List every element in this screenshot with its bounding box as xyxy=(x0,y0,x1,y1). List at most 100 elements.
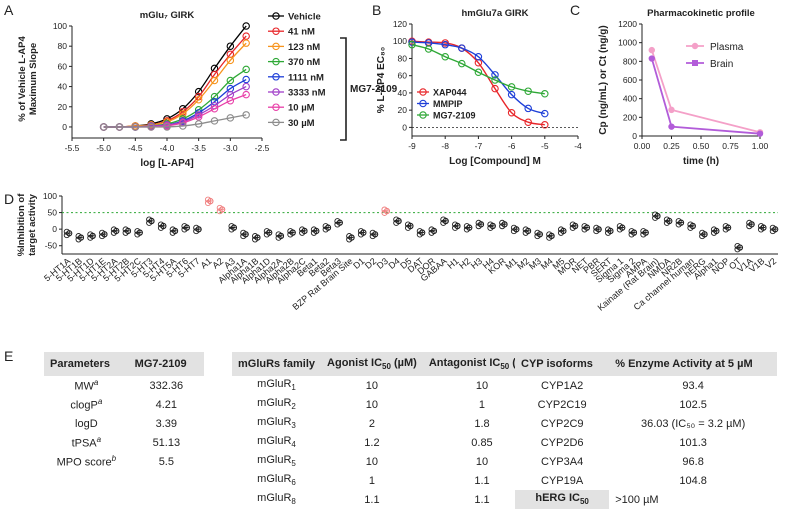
params-row: MWa 332.36 xyxy=(44,376,204,395)
panel-a-series-30-m-point xyxy=(163,123,171,131)
panel-a-series-1111-nm-point xyxy=(210,97,219,106)
panel-c-x-tick-label: 1.00 xyxy=(752,141,769,151)
panel-a-legend-marker xyxy=(272,103,280,111)
panel-a-y-tick-label: 60 xyxy=(58,61,68,71)
panel-a-x-label: log [L-AP4] xyxy=(140,158,193,169)
panel-d-point-h1 xyxy=(452,221,461,231)
cyp-row: CYP3A4 96.8 xyxy=(515,452,777,471)
panel-d-point-h3 xyxy=(475,219,485,230)
panel-a-series-30-m-point xyxy=(131,123,140,131)
panel-c-series-plasma-point xyxy=(668,106,675,114)
panel-b-series-mg7-2109-point xyxy=(541,90,549,98)
cyp-row-value: 104.8 xyxy=(679,474,707,487)
panel-a-series-370-nm xyxy=(99,65,250,131)
params-row-label: MPO scoreb xyxy=(44,452,129,471)
cyp-row: CYP2C19 102.5 xyxy=(515,395,777,414)
params-header-parameters: Parameters xyxy=(44,352,129,376)
mglu-row-name-sub: 2 xyxy=(291,402,296,412)
cyp-row-name: CYP1A2 xyxy=(541,379,584,392)
panel-a-series-123-nm-point xyxy=(179,110,187,118)
params-row-label: clogPa xyxy=(44,395,129,414)
panel-b-series-mmpip xyxy=(408,38,549,118)
cyp-row-name: CYP19A xyxy=(541,474,584,487)
panel-d-point-alpha1d xyxy=(263,228,273,238)
panel-a-series-30-m-point xyxy=(99,123,108,131)
panel-b-series-xap044-point xyxy=(524,118,532,126)
mglu-header-row: mGluRs family Agonist IC50 (µM) Antagoni… xyxy=(232,352,542,376)
panel-a-series-123-nm-point xyxy=(226,56,235,65)
panel-c-series-plasma-line xyxy=(650,49,761,134)
panel-d-point-dat xyxy=(416,228,426,238)
panel-d-point-alpha1a xyxy=(240,229,249,240)
panel-a-series-30-m-point xyxy=(115,123,124,131)
panel-d-point-a3 xyxy=(228,223,237,233)
panel-c-series-brain-point xyxy=(756,130,764,137)
cyp-row: CYP2C9 36.03 (IC₅₀ = 3.2 µM) xyxy=(515,414,777,433)
panel-d-point-nmda xyxy=(663,216,673,226)
mglu-row-name-text: mGluR xyxy=(257,378,292,391)
panel-d-point-v1b xyxy=(757,223,767,233)
mglu-row-antagonist: 1.1 xyxy=(474,474,490,487)
mglu-row-name-sub: 1 xyxy=(291,383,296,393)
params-row: logD 3.39 xyxy=(44,414,204,433)
panel-d-point-5-ht1b xyxy=(75,233,85,243)
params-row-label-text: clogP xyxy=(70,399,98,412)
panel-d-point-ot xyxy=(734,242,743,253)
herg-value: >100 µM xyxy=(615,493,659,506)
params-body: MWa 332.36 clogPa 4.21 logD 3.39 tPSAa 51.13 MPO… xyxy=(44,376,204,471)
panel-b-y-tick-label: 40 xyxy=(398,88,408,98)
mglu-header-antagonist-sub: 50 xyxy=(500,362,510,372)
panel-b-x-tick-label: -5 xyxy=(541,141,549,151)
cyp-row-value: 93.4 xyxy=(682,379,704,392)
panel-b-series-mmpip-point xyxy=(474,52,483,61)
panel-d-point-5-ht5a xyxy=(169,226,179,236)
panel-a-series-370-nm-point xyxy=(226,76,235,85)
panel-c-y-tick-label: 600 xyxy=(623,75,637,85)
panel-a-legend-label: 1111 nM xyxy=(288,72,324,83)
mglu-body: mGluR1 10 10 mGluR2 10 1 mGluR3 2 1.8 mGluR4 1.2 0.… xyxy=(232,376,541,509)
panel-d-point-5-ht3 xyxy=(146,216,155,226)
panel-a-bracket-label: MG7-2109 xyxy=(350,84,398,95)
cyp-table: CYP isoforms % Enzyme Activity at 5 µM C… xyxy=(515,352,777,509)
params-row-value: 5.5 xyxy=(158,455,174,468)
panel-c-y-tick-label: 400 xyxy=(623,94,637,104)
panel-c-x-tick-label: 0.25 xyxy=(663,141,680,151)
panel-b-series-mg7-2109 xyxy=(408,40,549,98)
params-row-label-text: logD xyxy=(75,417,98,430)
panel-d-point-sert xyxy=(605,226,614,236)
cyp-row-name: CYP2D6 xyxy=(540,436,584,449)
panel-a-x-tick-label: -3.0 xyxy=(223,143,238,153)
panel-d-point-bzp-rat-brain-site xyxy=(346,233,355,243)
herg-row: hERG IC50 >100 µM xyxy=(515,490,777,509)
panel-b-y-tick-label: 0 xyxy=(402,122,407,132)
panel-d-point-nop xyxy=(722,223,732,233)
panel-b-series-mg7-2109-point xyxy=(441,52,449,61)
panel-a-x-tick-label: -4.5 xyxy=(128,143,143,153)
panel-d-point-h4 xyxy=(487,221,496,231)
panel-a-series-vehicle-line xyxy=(103,25,247,128)
panel-c-y-tick-label: 0 xyxy=(632,131,637,141)
panel-letter-d: D xyxy=(4,191,15,207)
panel-c-series-plasma xyxy=(648,46,764,136)
panel-d-point-m4 xyxy=(546,231,555,241)
mglu-row-agonist: 1.2 xyxy=(364,436,380,449)
panel-a-series-vehicle-point xyxy=(242,22,250,30)
panel-d-point-5-ht2c xyxy=(134,228,143,238)
panel-a-legend-marker xyxy=(272,12,280,20)
panel-d-x-tick-label: V2 xyxy=(763,256,778,271)
params-table: Parameters MG7-2109 MWa 332.36 clogPa 4.21 l… xyxy=(44,352,204,471)
panel-c-series-brain xyxy=(648,55,764,137)
panel-c-legend-marker xyxy=(691,42,699,50)
panel-d-point-beta1 xyxy=(310,226,320,236)
panel-c-series-brain-point xyxy=(668,123,675,130)
panel-b-x-tick-label: -6 xyxy=(508,141,516,151)
params-row-footnote: b xyxy=(111,454,117,464)
panel-a-series-123-nm-point xyxy=(242,39,250,47)
mglu-row-agonist: 10 xyxy=(365,455,379,468)
cyp-row: CYP2D6 101.3 xyxy=(515,433,777,452)
panel-a-legend-label: Vehicle xyxy=(288,12,321,23)
panel-b-x-tick-label: -8 xyxy=(441,141,449,151)
panel-d-point-5-ht7 xyxy=(193,224,202,235)
params-row-footnote: a xyxy=(97,397,103,407)
